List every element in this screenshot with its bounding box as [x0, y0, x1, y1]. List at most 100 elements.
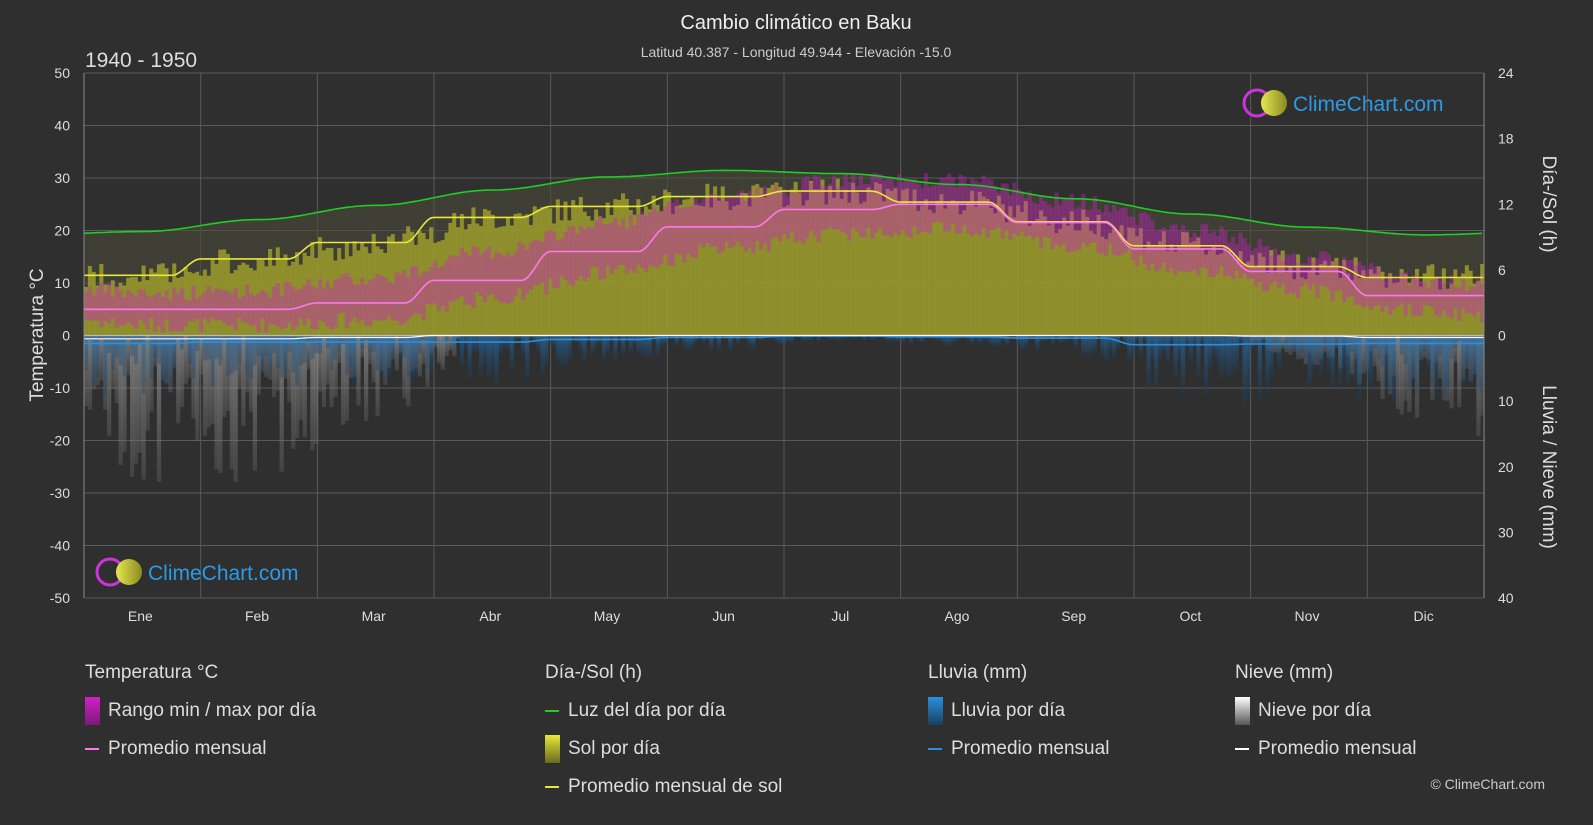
snow-bar [256, 335, 261, 395]
sunshine-bar [1334, 257, 1339, 336]
rain-bar [410, 335, 415, 384]
temp-range-bar [831, 175, 837, 230]
sunshine-bar [1062, 217, 1067, 336]
sunshine-bar [597, 216, 603, 336]
snow-bar [133, 335, 139, 464]
sunshine-bar [1027, 225, 1032, 336]
rain-bar [87, 335, 93, 341]
sunshine-bar [1184, 232, 1190, 336]
rain-bar [1338, 335, 1343, 388]
rain-bar [486, 335, 491, 379]
rain-bar [828, 335, 833, 340]
sunshine-bar [617, 199, 622, 336]
temp-range-bar [563, 231, 568, 281]
daylight-bar [107, 232, 112, 336]
temp-range-bar [935, 185, 940, 222]
daylight-bar [1445, 234, 1450, 336]
rain-bar [279, 335, 284, 378]
temp-range-bar [1388, 274, 1393, 315]
sunshine-bar [628, 210, 633, 336]
temp-range-bar [640, 212, 645, 269]
x-tick-label: Jun [712, 608, 735, 624]
sunshine-bar [149, 268, 154, 336]
temp-range-bar [264, 292, 269, 333]
sunshine-bar [1050, 222, 1055, 336]
left-tick-label: -40 [50, 538, 70, 554]
sunshine-bar [482, 209, 488, 336]
sunshine-bar [1111, 229, 1117, 336]
legend-sunshine-avg: Promedio mensual de sol [545, 768, 782, 806]
sunshine-bar [410, 231, 415, 336]
temp-range-bar [321, 288, 327, 323]
rain-bar [594, 335, 599, 347]
rain-bar [1391, 335, 1397, 400]
rain-bar [1322, 335, 1328, 344]
legend-sun-title: Día-/Sol (h) [545, 662, 643, 683]
sunshine-bar [1269, 250, 1274, 336]
temp-range-bar [1261, 246, 1266, 292]
sunshine-bar [421, 232, 426, 336]
sunshine-bar [233, 269, 238, 336]
temp-range-bar [421, 272, 426, 321]
right-tick-label-mm: 30 [1498, 524, 1514, 540]
chart-title: Cambio climático en Baku [680, 12, 911, 34]
rain-bar [340, 335, 346, 345]
sunshine-bar [590, 220, 595, 336]
sunshine-bar [1123, 244, 1128, 336]
legend-daylight: Luz del día por día [545, 692, 782, 730]
sunshine-bar [310, 241, 315, 336]
temp-range-bar [1104, 204, 1109, 256]
rain-bar [291, 335, 296, 373]
temp-range-bar [801, 178, 806, 245]
temp-range-bar [425, 271, 430, 305]
temp-range-bar [1196, 236, 1201, 276]
sunshine-bar [364, 246, 369, 336]
rain-bar [709, 335, 714, 351]
temp-range-bar [1330, 262, 1335, 301]
temp-range-bar [620, 218, 626, 265]
legend-temp-avg-label: Promedio mensual [108, 738, 267, 759]
rain-bar [540, 335, 545, 376]
sunshine-bar [245, 264, 250, 336]
temp-range-bar [517, 242, 522, 289]
rain-bar [1111, 335, 1117, 360]
sunshine-bar [172, 263, 177, 336]
sunshine-bar [1480, 263, 1485, 336]
sunshine-bar [647, 209, 653, 336]
rain-bar [544, 335, 549, 367]
legend-temperature: Temperatura °C Rango min / max por día P… [85, 662, 316, 768]
temp-range-bar [966, 186, 971, 234]
temp-range-bar [398, 274, 403, 326]
sunshine-bar [99, 263, 104, 336]
rain-bar [513, 335, 518, 341]
snow-bar [317, 335, 323, 392]
sunshine-bar [325, 247, 330, 336]
sunshine-bar [1338, 278, 1343, 336]
sunshine-bar [1384, 287, 1389, 336]
temp-range-bar [482, 250, 488, 303]
temp-range-bar [275, 283, 281, 327]
temp-range-bar [452, 255, 457, 301]
rain-bar [156, 335, 162, 365]
snow-bar [448, 335, 453, 351]
temp-range-bar [379, 275, 384, 321]
temp-range-bar [344, 273, 350, 329]
snow-bar [183, 335, 188, 385]
right-tick-label-hours: 6 [1498, 262, 1506, 278]
rain-bar [674, 335, 679, 346]
sunshine-bar [1046, 225, 1051, 336]
sunshine-bar [839, 198, 844, 336]
temp-range-bar [1088, 209, 1094, 243]
temp-range-bar [751, 195, 756, 254]
sunshine-bar [1192, 241, 1197, 336]
rain-bar [352, 335, 357, 386]
rain-bar [1345, 335, 1351, 387]
rain-bar [387, 335, 392, 377]
right-tick-label-hours: 18 [1498, 131, 1514, 147]
temp-range-bar [417, 276, 422, 315]
daylight-bar [84, 233, 89, 336]
snow-swatch [1235, 697, 1250, 725]
sunshine-bar [1065, 225, 1071, 336]
sunshine-bar [268, 248, 273, 336]
temp-range-bar [993, 185, 998, 230]
